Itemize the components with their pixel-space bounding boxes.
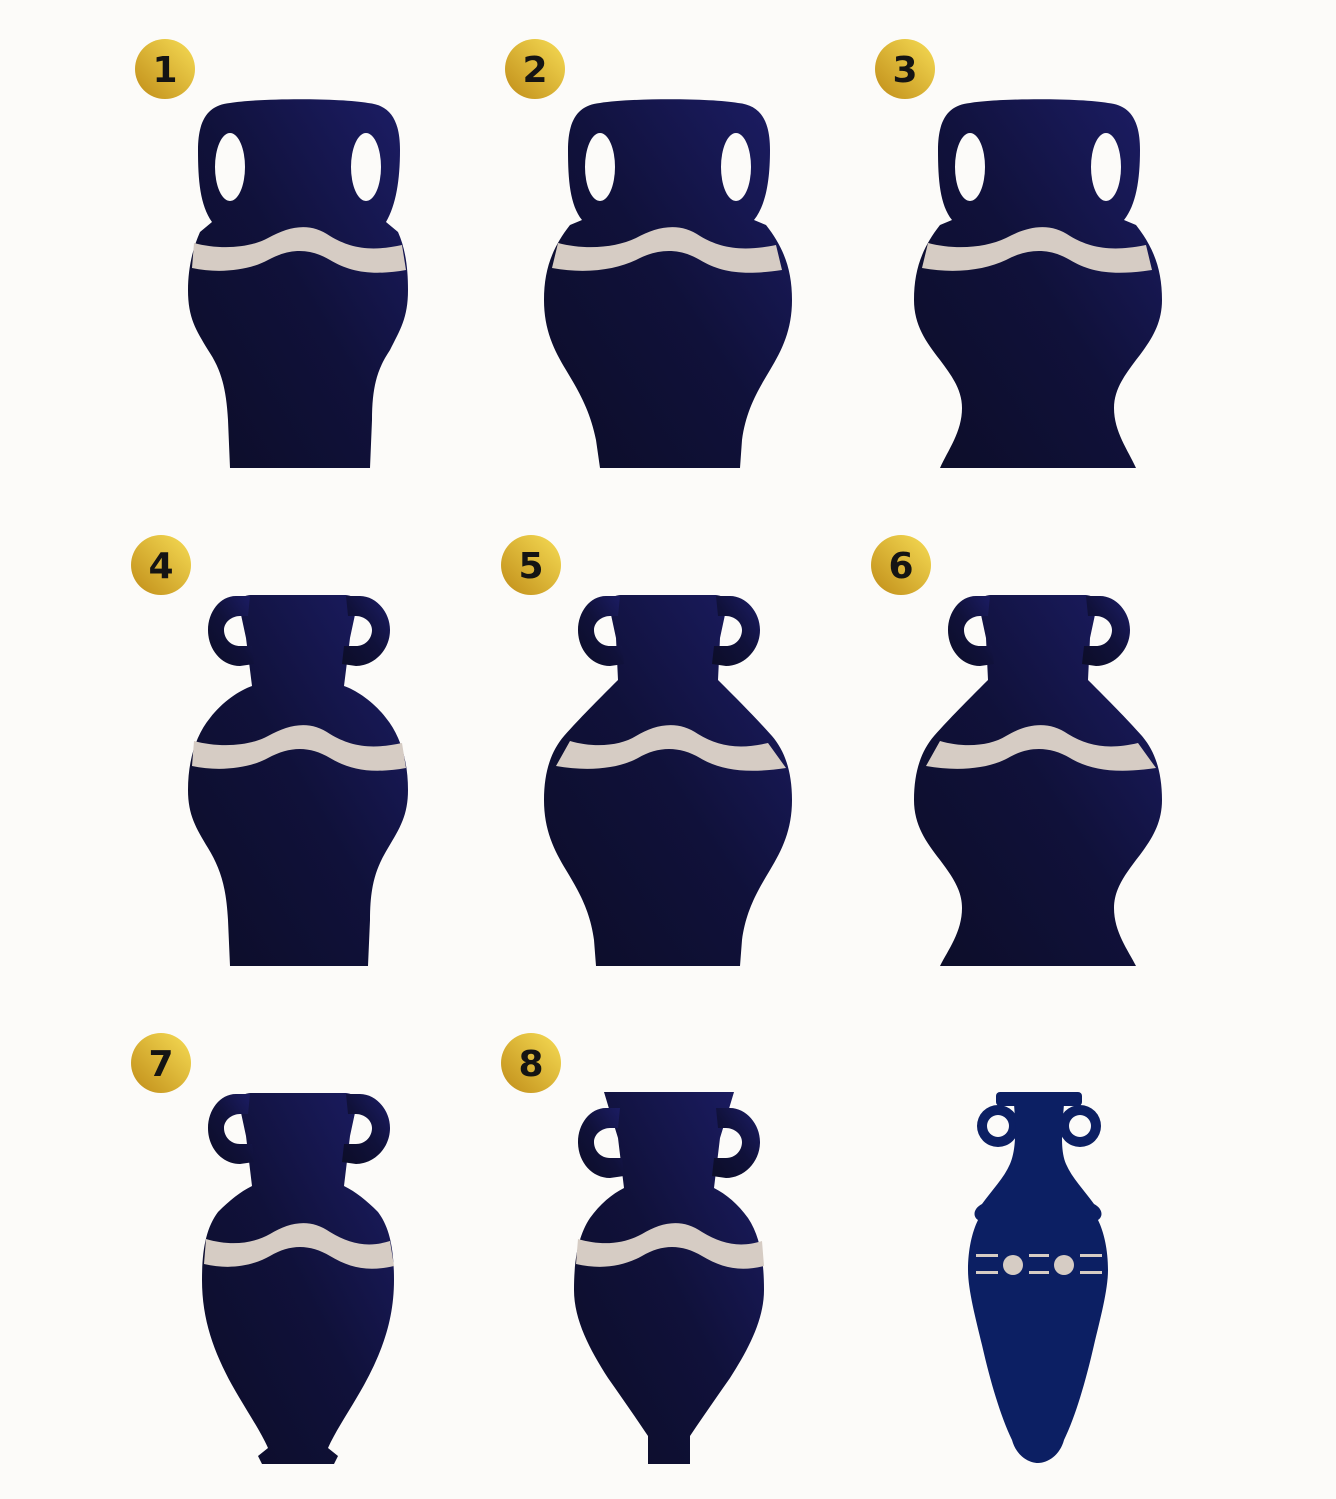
badge-label: 7: [148, 1044, 173, 1085]
vase-2[interactable]: [544, 99, 792, 468]
badge-label: 6: [888, 546, 913, 587]
badge-label: 3: [892, 50, 917, 91]
amphora-reference-icon: [968, 1092, 1108, 1463]
badge-label: 4: [148, 546, 173, 587]
badge-6: 6: [871, 535, 931, 595]
badge-5: 5: [501, 535, 561, 595]
vase-3[interactable]: [914, 99, 1162, 468]
badge-3: 3: [875, 39, 935, 99]
vase-7[interactable]: [202, 1093, 394, 1464]
badge-7: 7: [131, 1033, 191, 1093]
badge-8: 8: [501, 1033, 561, 1093]
badge-4: 4: [131, 535, 191, 595]
badge-2: 2: [505, 39, 565, 99]
badge-label: 2: [522, 50, 547, 91]
vase-5[interactable]: [544, 595, 792, 966]
badge-1: 1: [135, 39, 195, 99]
vase-1[interactable]: [188, 99, 408, 468]
badge-label: 8: [518, 1044, 543, 1085]
badge-label: 5: [518, 546, 543, 587]
vase-8[interactable]: [574, 1092, 764, 1464]
badge-label: 1: [152, 50, 177, 91]
vase-6[interactable]: [914, 595, 1162, 966]
vase-4[interactable]: [188, 595, 408, 966]
